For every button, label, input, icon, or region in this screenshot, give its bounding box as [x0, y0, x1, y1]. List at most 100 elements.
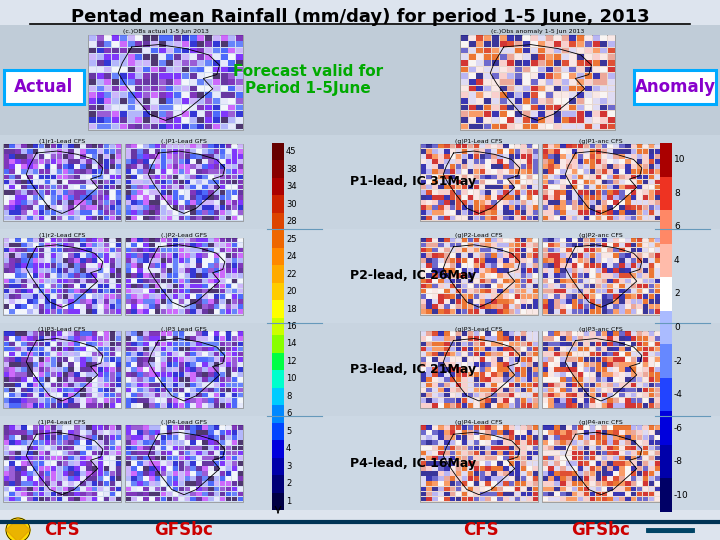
Bar: [554, 268, 559, 273]
Bar: [167, 331, 172, 336]
Bar: [39, 377, 45, 382]
Bar: [22, 398, 27, 403]
Bar: [484, 86, 491, 91]
Bar: [27, 497, 32, 502]
Bar: [420, 456, 426, 461]
Bar: [120, 117, 127, 123]
Bar: [654, 331, 660, 336]
Bar: [625, 253, 631, 258]
Bar: [619, 403, 625, 408]
Bar: [509, 248, 514, 252]
Bar: [420, 211, 426, 215]
Bar: [578, 263, 583, 268]
Bar: [560, 441, 566, 445]
Bar: [191, 441, 196, 445]
Bar: [485, 492, 491, 496]
Bar: [625, 174, 631, 179]
Bar: [57, 174, 62, 179]
Bar: [631, 487, 636, 491]
Bar: [57, 482, 62, 486]
Bar: [595, 446, 601, 450]
Bar: [590, 279, 595, 283]
Bar: [74, 185, 80, 190]
Bar: [68, 211, 74, 215]
Bar: [238, 215, 243, 220]
Bar: [491, 362, 497, 367]
Bar: [462, 367, 467, 372]
Bar: [503, 294, 508, 299]
Bar: [649, 367, 654, 372]
Bar: [426, 492, 432, 496]
Bar: [197, 185, 202, 190]
Bar: [509, 174, 514, 179]
Bar: [438, 357, 444, 362]
Bar: [637, 388, 642, 393]
Bar: [197, 466, 202, 471]
Bar: [197, 304, 202, 309]
Bar: [602, 372, 607, 377]
Bar: [179, 377, 184, 382]
Bar: [492, 48, 499, 53]
Bar: [462, 174, 467, 179]
Bar: [45, 466, 50, 471]
Bar: [570, 105, 576, 110]
Bar: [238, 180, 243, 184]
Bar: [220, 170, 225, 174]
Bar: [426, 435, 432, 440]
Bar: [420, 347, 426, 352]
Bar: [468, 215, 473, 220]
Bar: [649, 170, 654, 174]
Bar: [226, 476, 231, 481]
Bar: [173, 352, 178, 356]
Bar: [492, 124, 499, 130]
Bar: [619, 347, 625, 352]
Bar: [560, 309, 566, 314]
Bar: [508, 42, 514, 47]
Bar: [602, 273, 607, 278]
Bar: [566, 393, 572, 397]
Bar: [220, 98, 228, 104]
Bar: [562, 42, 569, 47]
Bar: [220, 377, 225, 382]
Bar: [426, 393, 432, 397]
Bar: [631, 336, 636, 341]
Bar: [593, 60, 600, 66]
Bar: [173, 362, 178, 367]
Bar: [619, 362, 625, 367]
Bar: [174, 105, 181, 110]
Bar: [86, 382, 91, 387]
Bar: [584, 309, 589, 314]
Bar: [81, 425, 86, 430]
Bar: [104, 92, 112, 98]
Bar: [554, 54, 561, 60]
Bar: [272, 475, 284, 492]
Bar: [15, 304, 21, 309]
Bar: [554, 149, 559, 153]
Bar: [521, 309, 526, 314]
Bar: [150, 92, 158, 98]
Bar: [503, 357, 508, 362]
Bar: [602, 487, 607, 491]
Bar: [523, 79, 530, 85]
Bar: [15, 446, 21, 450]
Bar: [468, 289, 473, 293]
Bar: [461, 66, 468, 72]
Bar: [450, 309, 455, 314]
Bar: [125, 174, 131, 179]
Bar: [197, 73, 204, 79]
Bar: [595, 268, 601, 273]
Bar: [433, 205, 438, 210]
Bar: [637, 238, 642, 242]
Bar: [104, 215, 109, 220]
Bar: [74, 164, 80, 169]
Bar: [468, 476, 473, 481]
Bar: [208, 215, 214, 220]
Bar: [63, 289, 68, 293]
Bar: [208, 279, 214, 283]
Bar: [543, 258, 548, 262]
Bar: [578, 377, 583, 382]
Bar: [515, 66, 522, 72]
Bar: [45, 377, 50, 382]
Bar: [543, 211, 548, 215]
Bar: [57, 398, 62, 403]
